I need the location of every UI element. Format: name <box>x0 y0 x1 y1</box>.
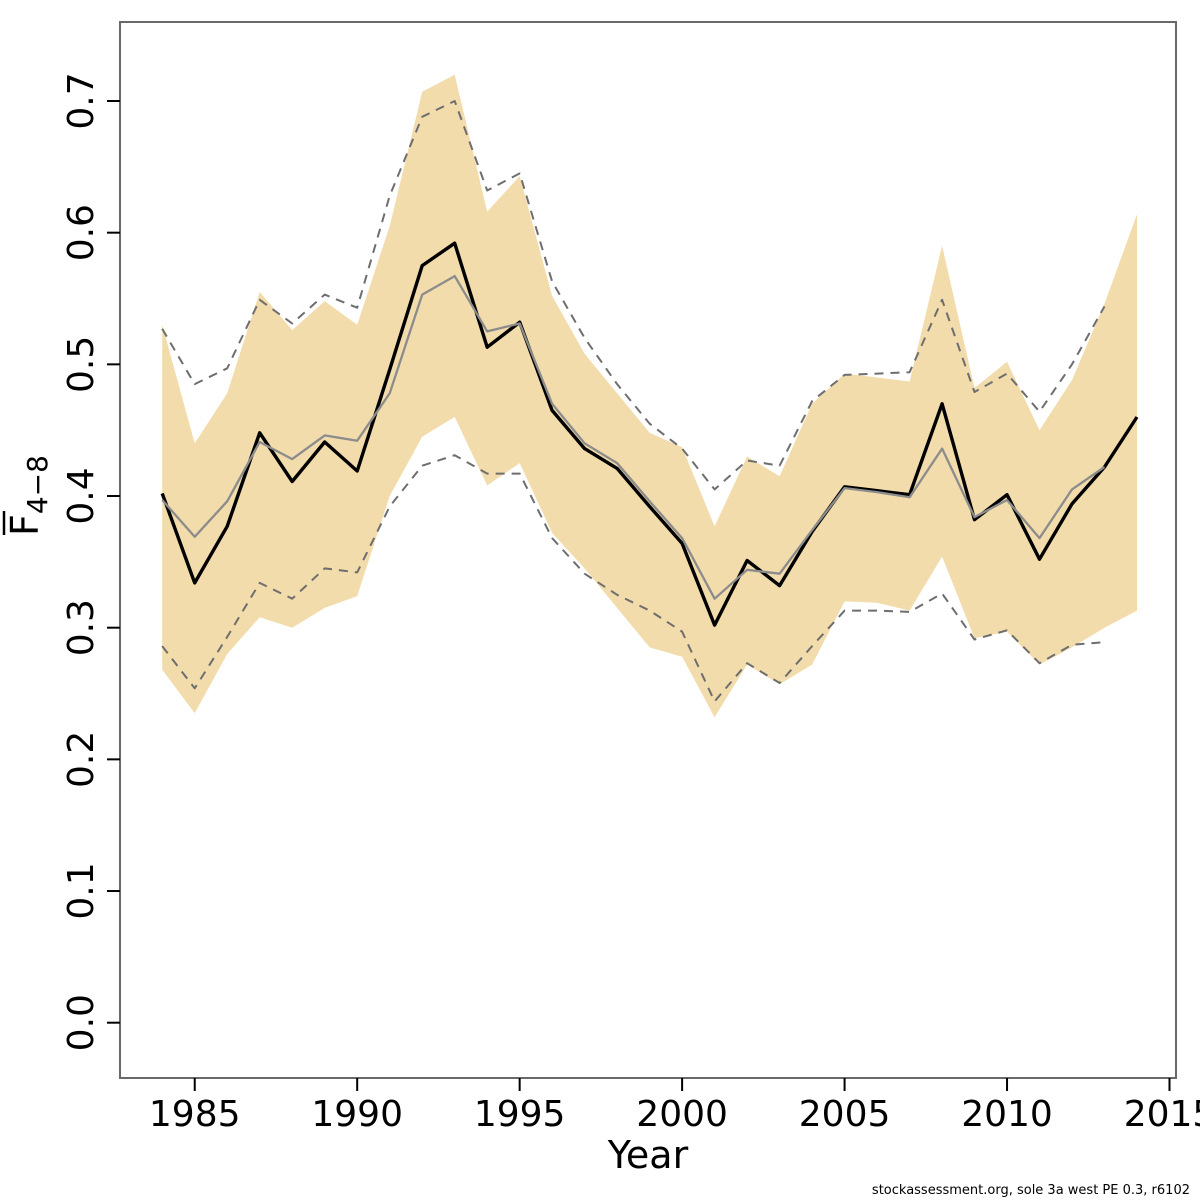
y-axis-title-text: F4−8 <box>3 455 54 536</box>
dashed-ci-lines-layer <box>161 100 1106 703</box>
y-tick-label: 0.0 <box>61 994 102 1051</box>
y-tick-label: 0.2 <box>61 731 102 788</box>
x-axis-title: Year <box>607 1133 689 1177</box>
y-axis-title: F4−8 <box>2 455 54 536</box>
x-tick-label: 1995 <box>474 1094 566 1135</box>
series-comparison-run-mean <box>161 274 1106 600</box>
footer-caption: stockassessment.org, sole 3a west PE 0.3… <box>872 1183 1190 1198</box>
y-tick-label: 0.1 <box>61 862 102 919</box>
x-axis: 1985 1990 1995 2000 2005 2010 2015 <box>149 1078 1200 1135</box>
y-axis: 0.0 0.1 0.2 0.3 0.4 0.5 0.6 0.7 <box>61 72 120 1051</box>
y-tick-label: 0.4 <box>61 467 102 524</box>
series-current-run-mean <box>160 241 1139 627</box>
series-comparison-upper-ci <box>161 100 1106 491</box>
plot-border-box <box>119 21 1177 1079</box>
y-tick-label: 0.6 <box>61 204 102 261</box>
current-run-ci-band <box>162 74 1137 718</box>
mean-lines-layer <box>160 241 1139 627</box>
series-comparison-lower-ci <box>161 454 1105 703</box>
x-tick-label: 1990 <box>311 1094 403 1135</box>
confidence-band-layer <box>162 74 1137 718</box>
x-tick-label: 2015 <box>1124 1094 1200 1135</box>
y-tick-label: 0.3 <box>61 599 102 656</box>
x-tick-label: 2005 <box>799 1094 891 1135</box>
x-tick-label: 1985 <box>149 1094 241 1135</box>
x-tick-label: 2010 <box>961 1094 1053 1135</box>
x-tick-label: 2000 <box>636 1094 728 1135</box>
y-tick-label: 0.5 <box>61 336 102 393</box>
y-tick-label: 0.7 <box>61 72 102 129</box>
